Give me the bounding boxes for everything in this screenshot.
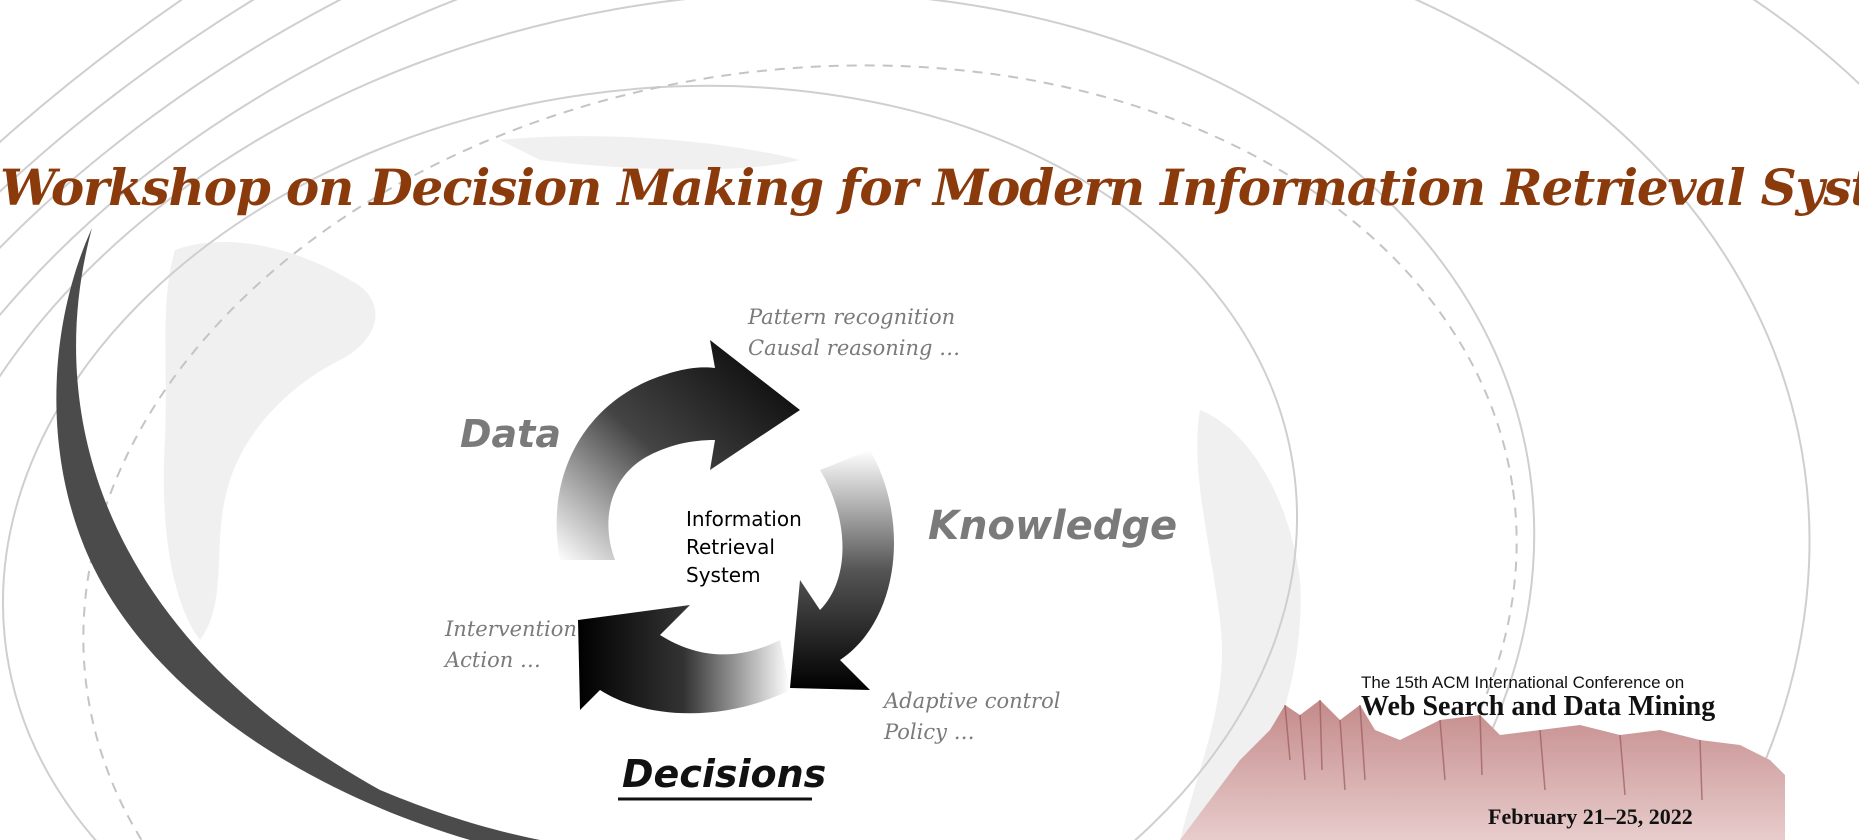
annotation-line: Intervention [445,617,577,641]
center-line: Information [686,507,802,531]
annotation-line: Adaptive control [884,689,1061,713]
annotation-adaptive: Adaptive control Policy … [884,686,1060,748]
mountain-image [1180,699,1785,840]
annotation-intervention: Intervention Action … [445,614,577,676]
annotation-line: Causal reasoning … [748,336,961,360]
annotation-line: Pattern recognition [748,305,956,329]
conference-subtitle: The 15th ACM International Conference on [1361,673,1685,692]
node-decisions-label: Decisions [622,752,827,796]
cycle-arrows [556,340,894,714]
globe-map-shapes [163,136,1301,840]
cycle-arrow-bottom [578,605,790,714]
page-title: Workshop on Decision Making for Modern I… [0,158,1859,217]
center-line: Retrieval [686,535,775,559]
cycle-arrow-top [556,340,800,560]
conference-dates: February 21–25, 2022 [1488,804,1693,829]
cycle-arrow-right [790,450,894,690]
center-line: System [686,563,761,587]
annotation-line: Action … [445,648,541,672]
annotation-pattern: Pattern recognition Causal reasoning … [748,302,960,364]
conference-name: Web Search and Data Mining [1361,691,1716,722]
annotation-line: Policy … [884,720,975,744]
node-knowledge-label: Knowledge [928,503,1178,549]
node-data-label: Data [460,412,561,456]
center-label: Information Retrieval System [686,505,802,589]
dashed-orbit [82,64,1518,840]
